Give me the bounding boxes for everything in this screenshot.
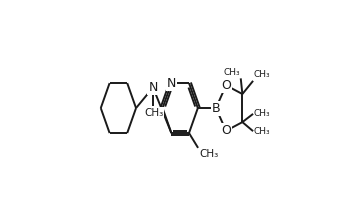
Text: CH₃: CH₃ bbox=[223, 68, 240, 77]
Text: B: B bbox=[212, 102, 220, 114]
Text: N: N bbox=[148, 81, 158, 94]
Text: CH₃: CH₃ bbox=[144, 108, 163, 118]
Text: CH₃: CH₃ bbox=[254, 127, 271, 136]
Text: CH₃: CH₃ bbox=[199, 149, 218, 159]
Text: N: N bbox=[167, 77, 176, 90]
Text: O: O bbox=[221, 79, 231, 92]
Text: O: O bbox=[221, 124, 231, 137]
Text: CH₃: CH₃ bbox=[254, 109, 271, 118]
Text: N: N bbox=[167, 77, 176, 90]
Text: CH₃: CH₃ bbox=[254, 70, 271, 79]
